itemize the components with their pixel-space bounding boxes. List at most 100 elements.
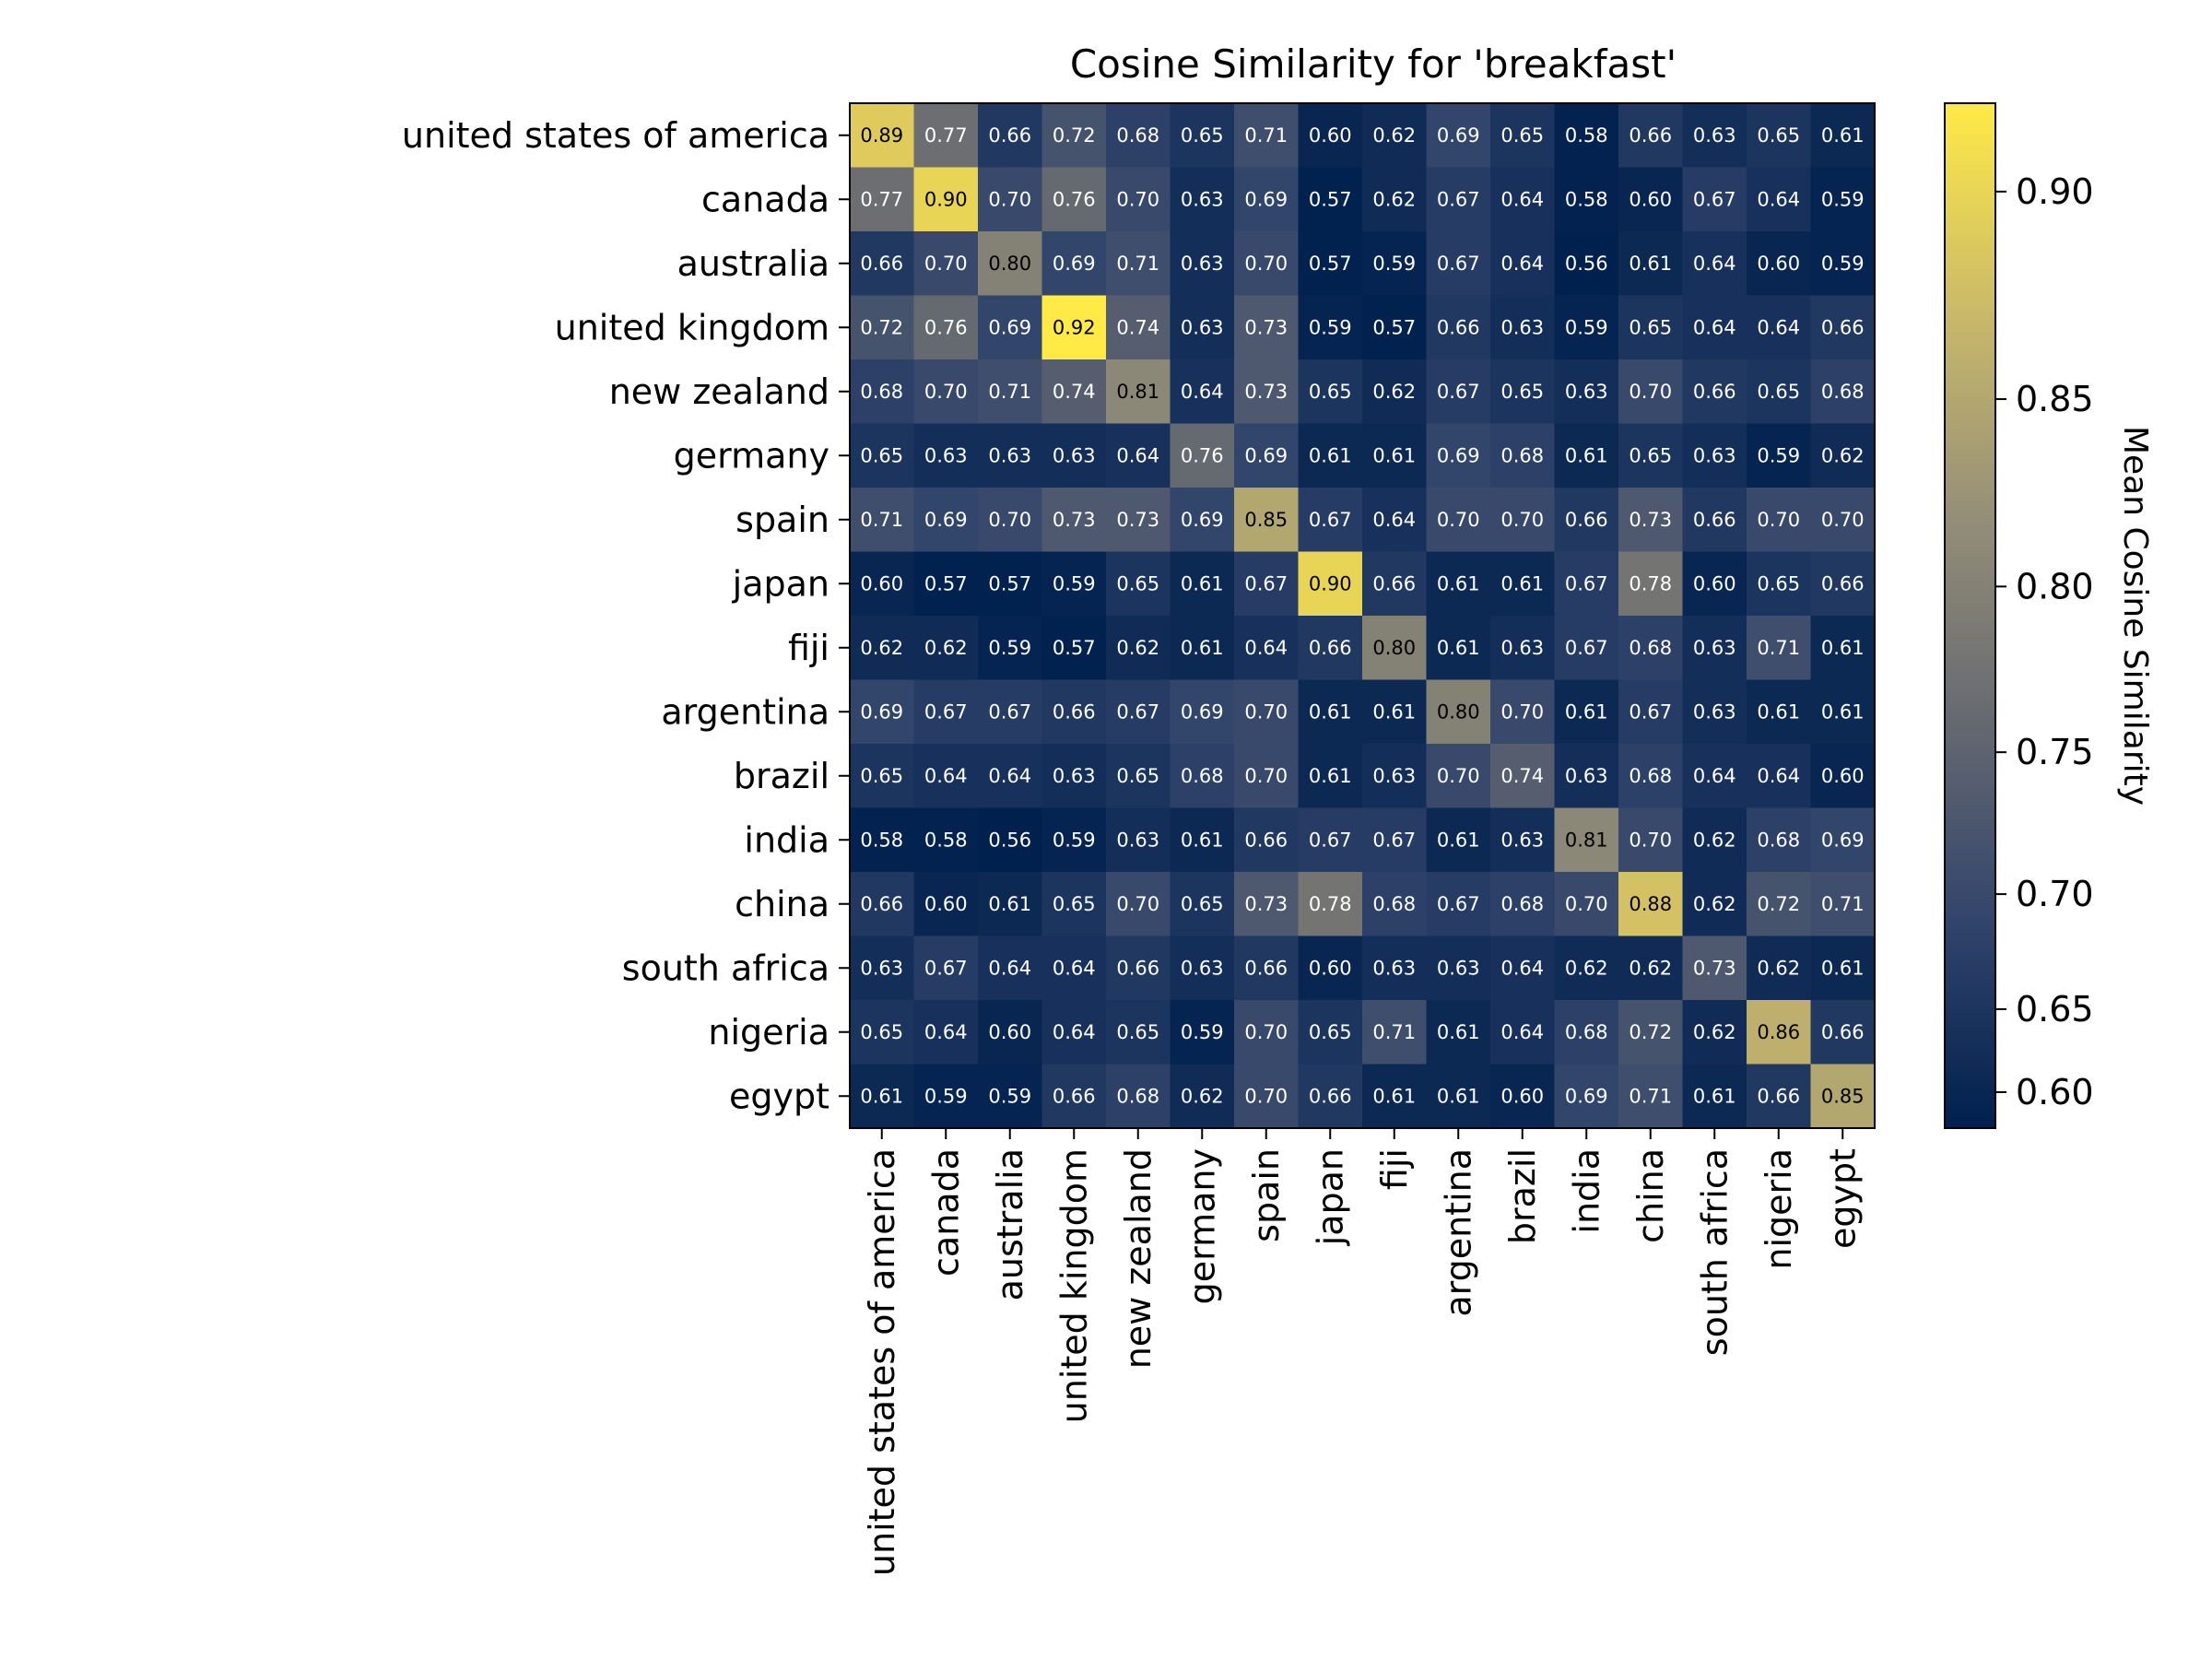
heatmap-cell (1490, 488, 1555, 552)
heatmap-cell (1810, 744, 1876, 808)
cell-value-label: 0.90 (1309, 572, 1352, 594)
cell-value-label: 0.70 (1629, 829, 1672, 851)
cell-value-label: 0.63 (1053, 765, 1096, 787)
colorbar-tick-label: 0.70 (2016, 874, 2094, 914)
heatmap-cell (1170, 295, 1235, 360)
heatmap-cell (913, 935, 979, 1001)
x-tick-label: south africa (1694, 1148, 1735, 1356)
heatmap-cell (1362, 359, 1427, 424)
heatmap-cell (1618, 423, 1683, 488)
x-tick-label: spain (1246, 1148, 1287, 1242)
x-tick-label: china (1630, 1148, 1671, 1243)
cell-value-label: 0.64 (988, 957, 1031, 979)
heatmap-cell (1362, 103, 1427, 168)
cell-value-label: 0.63 (1565, 765, 1608, 787)
heatmap-cell (1426, 295, 1491, 360)
cell-value-label: 0.66 (1244, 829, 1288, 851)
heatmap-cell (850, 744, 914, 808)
heatmap-cell (1618, 551, 1683, 617)
heatmap-cell (1490, 167, 1555, 232)
cell-value-label: 0.70 (1244, 765, 1288, 787)
cell-value-label: 0.64 (1693, 316, 1736, 338)
cell-value-label: 0.67 (1629, 700, 1672, 723)
cell-value-label: 0.92 (1053, 316, 1096, 338)
cell-value-label: 0.63 (1181, 253, 1224, 275)
heatmap-cell (1426, 359, 1491, 424)
cell-value-label: 0.68 (1500, 893, 1544, 915)
cell-value-label: 0.69 (860, 700, 903, 723)
y-tick-label: spain (735, 500, 830, 540)
heatmap-cell (1234, 679, 1299, 745)
heatmap-cell (1682, 744, 1747, 808)
cell-value-label: 0.62 (1757, 957, 1800, 979)
heatmap-cell (1490, 231, 1555, 296)
heatmap-cell (913, 295, 979, 360)
colorbar (1944, 102, 1996, 1129)
cell-value-label: 0.71 (1372, 1021, 1416, 1043)
colorbar-tick-label: 0.60 (2016, 1072, 2094, 1112)
y-tick-label: fiji (788, 628, 830, 668)
heatmap-cell (1682, 295, 1747, 360)
x-tick-label: united kingdom (1053, 1148, 1094, 1423)
cell-value-label: 0.58 (1565, 188, 1608, 210)
cell-value-label: 0.73 (1053, 509, 1096, 531)
y-tick-label: new zealand (609, 371, 830, 412)
cell-value-label: 0.64 (1372, 509, 1416, 531)
heatmap-cell (1362, 872, 1427, 936)
cell-value-label: 0.58 (1565, 124, 1608, 147)
cell-value-label: 0.65 (1309, 1021, 1352, 1043)
cell-value-label: 0.68 (1629, 637, 1672, 659)
heatmap-cell (1041, 423, 1107, 488)
cell-value-label: 0.57 (1309, 188, 1352, 210)
cell-value-label: 0.71 (1821, 893, 1865, 915)
cell-value-label: 0.60 (1629, 188, 1672, 210)
heatmap-cell (850, 551, 914, 617)
cell-value-label: 0.63 (1693, 637, 1736, 659)
heatmap-cell (1810, 359, 1876, 424)
heatmap-cell (1234, 551, 1299, 617)
heatmap-cell (1234, 616, 1299, 680)
cell-value-label: 0.60 (1309, 957, 1352, 979)
heatmap-cell (1426, 1000, 1491, 1065)
cell-value-label: 0.62 (1693, 1021, 1736, 1043)
y-tick-label: united states of america (402, 115, 830, 156)
heatmap-cell (1170, 744, 1235, 808)
heatmap-cell (913, 616, 979, 680)
cell-value-label: 0.73 (1244, 381, 1288, 403)
cell-value-label: 0.68 (1181, 765, 1224, 787)
heatmap-cell (1618, 103, 1683, 168)
heatmap-cell (1426, 551, 1491, 617)
cell-value-label: 0.65 (1053, 893, 1096, 915)
heatmap-cell (1490, 551, 1555, 617)
heatmap-cell (913, 679, 979, 745)
cell-value-label: 0.65 (860, 765, 903, 787)
cell-value-label: 0.61 (1181, 572, 1224, 594)
heatmap-cell (1362, 488, 1427, 552)
cell-value-label: 0.67 (1116, 700, 1159, 723)
x-tick-label: new zealand (1118, 1148, 1159, 1369)
x-tick-label: australia (990, 1148, 1030, 1300)
cell-value-label: 0.63 (1053, 444, 1096, 466)
cell-value-label: 0.71 (1629, 1085, 1672, 1107)
cell-value-label: 0.66 (1053, 700, 1096, 723)
cell-value-label: 0.70 (924, 253, 968, 275)
cell-value-label: 0.61 (1181, 829, 1224, 851)
heatmap-cell (1747, 103, 1811, 168)
heatmap-cell (1106, 551, 1171, 617)
heatmap-cell (1362, 807, 1427, 873)
x-tick-label: brazil (1502, 1148, 1543, 1244)
cell-value-label: 0.67 (1437, 893, 1480, 915)
heatmap-cell (850, 423, 914, 488)
cell-value-label: 0.67 (924, 700, 968, 723)
cell-value-label: 0.70 (1565, 893, 1608, 915)
cell-value-label: 0.63 (1693, 700, 1736, 723)
cell-value-label: 0.59 (1181, 1021, 1224, 1043)
heatmap-cell (1170, 1000, 1235, 1065)
cell-value-label: 0.57 (988, 572, 1031, 594)
heatmap-cell (1041, 488, 1107, 552)
cell-value-label: 0.67 (1565, 572, 1608, 594)
heatmap-cell (1426, 616, 1491, 680)
cell-value-label: 0.63 (1181, 316, 1224, 338)
cell-value-label: 0.63 (1500, 316, 1544, 338)
